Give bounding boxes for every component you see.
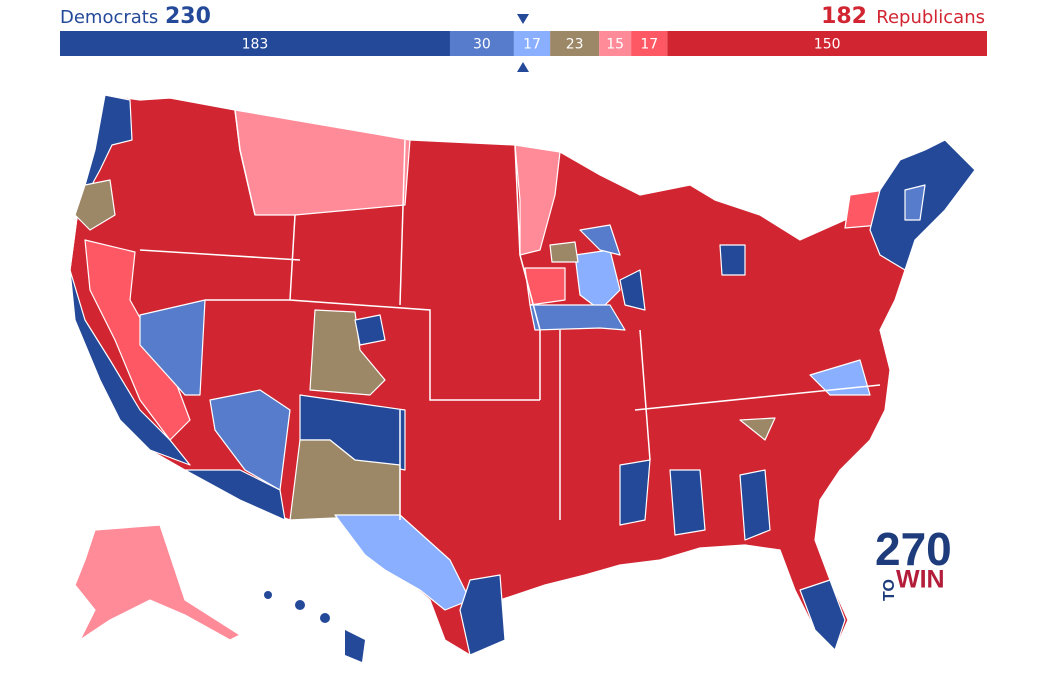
- map-region: [529, 304, 626, 331]
- map-region: [619, 459, 651, 526]
- bar-segment: [667, 31, 987, 56]
- map-region: [579, 224, 621, 256]
- map-region: [74, 524, 241, 641]
- map-region: [669, 469, 706, 536]
- dem-label: Democrats: [60, 7, 158, 28]
- map-region: [354, 314, 386, 346]
- rep-label: Republicans: [876, 7, 985, 28]
- map-region: [184, 469, 286, 521]
- segment-label: 17: [640, 37, 658, 53]
- dem-total: 230: [165, 4, 211, 29]
- map-region: [739, 469, 771, 541]
- map-region: [84, 239, 191, 441]
- hawaii: [264, 591, 365, 662]
- majority-marker: [517, 62, 529, 72]
- map-region: [514, 144, 561, 256]
- map-region: [739, 417, 776, 441]
- map-region: [459, 574, 506, 656]
- map-region: [619, 269, 646, 311]
- map-region: [74, 179, 116, 231]
- seat-bar: 183 30 17 23 15 17 150: [60, 31, 987, 56]
- bar-segment: [631, 31, 668, 56]
- us-map: [69, 94, 976, 662]
- segment-label: 17: [523, 37, 541, 53]
- logo-to: TO: [881, 579, 898, 601]
- map-region: [904, 184, 926, 221]
- segment-label: 23: [566, 37, 584, 53]
- map-region: [809, 359, 871, 396]
- segment-label: 30: [473, 37, 491, 53]
- map-region: [799, 579, 846, 651]
- bar-segment: [599, 31, 632, 56]
- map-region: [309, 309, 386, 396]
- segment-label: 150: [814, 37, 841, 53]
- logo-win: WIN: [896, 566, 945, 594]
- segment-label: 15: [606, 37, 624, 53]
- majority-marker: [517, 14, 529, 24]
- map-region: [69, 94, 191, 466]
- map-region: [524, 267, 566, 306]
- logo: 270 TO WIN: [875, 523, 952, 601]
- logo-number: 270: [875, 523, 952, 575]
- map-region: [549, 241, 579, 263]
- bar-segment: [449, 31, 514, 56]
- rep-total: 182: [821, 4, 867, 29]
- map-region: [234, 109, 411, 216]
- bar-segment: [513, 31, 551, 56]
- map-region: [334, 514, 471, 611]
- bar-segment: [60, 31, 450, 56]
- segment-label: 183: [242, 37, 269, 53]
- map-region: [719, 244, 746, 276]
- bar-segment: [550, 31, 600, 56]
- map-region: [139, 299, 206, 396]
- state-border: [139, 109, 881, 520]
